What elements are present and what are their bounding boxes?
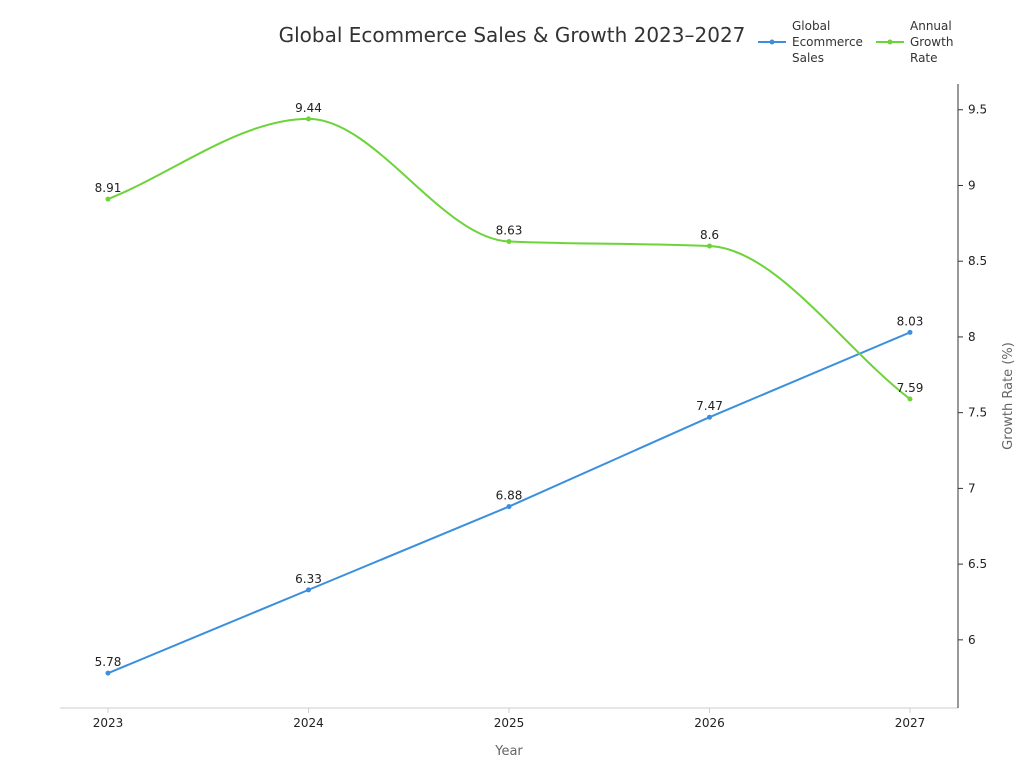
- x-tick-label: 2024: [293, 716, 324, 730]
- data-point-global-ecommerce-sales[interactable]: [707, 414, 712, 420]
- y-axis-right-title: Growth Rate (%): [1001, 342, 1016, 450]
- chart-title: Global Ecommerce Sales & Growth 2023–202…: [279, 23, 746, 47]
- y-tick-label: 8.5: [968, 254, 987, 268]
- legend-label-line: Annual: [910, 19, 952, 33]
- legend-label-line: Growth: [910, 35, 953, 49]
- data-point-global-ecommerce-sales[interactable]: [506, 504, 512, 510]
- series-line-annual-growth-rate: [107, 117, 911, 400]
- series-layer: 5.78 6.33 6.88 7.47 8.03 8.91 9.44 8.63 8.6 7.59: [95, 101, 924, 676]
- data-label-annual-growth-rate: 8.63: [496, 224, 523, 238]
- y-tick-label: 6.5: [968, 557, 987, 571]
- data-point-global-ecommerce-sales[interactable]: [907, 329, 913, 335]
- legend-swatch-marker: [887, 39, 893, 45]
- x-axis-ticks: 2023 2024 2025 2026 2027: [93, 708, 926, 730]
- legend-label-line: Rate: [910, 51, 938, 65]
- data-point-annual-growth-rate[interactable]: [105, 196, 111, 202]
- series-line-global-ecommerce-sales: [107, 331, 911, 675]
- data-label-global-ecommerce-sales: 7.47: [696, 399, 723, 413]
- data-label-annual-growth-rate: 9.44: [295, 101, 322, 115]
- data-point-annual-growth-rate[interactable]: [707, 243, 712, 249]
- series-annual-growth-rate: 8.91 9.44 8.63 8.6 7.59: [95, 101, 924, 402]
- legend-label-line: Ecommerce: [792, 35, 863, 49]
- y-tick-label: 6: [968, 633, 976, 647]
- y-tick-label: 7.5: [968, 406, 987, 420]
- x-tick-label: 2027: [895, 716, 926, 730]
- data-label-annual-growth-rate: 8.6: [700, 228, 719, 242]
- data-point-global-ecommerce-sales[interactable]: [306, 587, 311, 593]
- legend-label: Global Ecommerce Sales: [792, 19, 863, 65]
- legend-label-line: Sales: [792, 51, 824, 65]
- legend-item-annual-growth-rate[interactable]: Annual Growth Rate: [876, 19, 953, 65]
- legend-item-global-ecommerce-sales[interactable]: Global Ecommerce Sales: [758, 19, 863, 65]
- x-axis-title: Year: [494, 744, 523, 759]
- data-point-global-ecommerce-sales[interactable]: [105, 670, 111, 676]
- legend-label-line: Global: [792, 19, 830, 33]
- legend[interactable]: Global Ecommerce Sales Annual Growth Rate: [758, 19, 953, 65]
- data-label-annual-growth-rate: 8.91: [95, 181, 122, 195]
- data-point-annual-growth-rate[interactable]: [306, 116, 311, 122]
- series-global-ecommerce-sales: 5.78 6.33 6.88 7.47 8.03: [95, 314, 924, 676]
- y-tick-label: 7: [968, 481, 976, 495]
- x-tick-label: 2026: [694, 716, 725, 730]
- data-label-global-ecommerce-sales: 6.33: [295, 572, 322, 586]
- legend-swatch-marker: [769, 39, 775, 45]
- data-point-annual-growth-rate[interactable]: [907, 396, 913, 402]
- y-axis-right-ticks: 6 6.5 7 7.5 8 8.5 9 9.5: [958, 103, 987, 647]
- y-tick-label: 9.5: [968, 103, 987, 117]
- y-tick-label: 8: [968, 330, 976, 344]
- x-tick-label: 2023: [93, 716, 124, 730]
- legend-label: Annual Growth Rate: [910, 19, 953, 65]
- data-label-global-ecommerce-sales: 6.88: [496, 489, 523, 503]
- data-label-annual-growth-rate: 7.59: [897, 381, 924, 395]
- data-label-global-ecommerce-sales: 5.78: [95, 655, 122, 669]
- data-label-global-ecommerce-sales: 8.03: [897, 314, 924, 328]
- data-point-annual-growth-rate[interactable]: [506, 239, 512, 245]
- x-tick-label: 2025: [494, 716, 525, 730]
- y-tick-label: 9: [968, 178, 976, 192]
